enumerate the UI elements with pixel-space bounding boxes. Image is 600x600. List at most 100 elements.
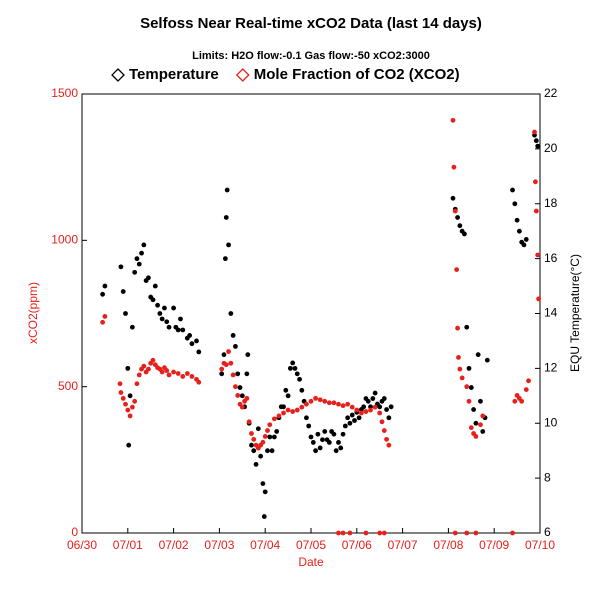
data-point <box>340 403 346 409</box>
data-point <box>322 398 328 404</box>
data-point <box>223 215 229 220</box>
data-point <box>239 393 245 399</box>
data-point <box>297 376 302 382</box>
data-point <box>134 381 140 387</box>
x-tick-label: 07/07 <box>388 538 418 552</box>
data-point <box>187 333 193 338</box>
data-point <box>450 195 456 201</box>
data-point <box>226 349 231 354</box>
data-point <box>368 404 373 410</box>
data-point <box>484 357 490 363</box>
data-point <box>166 372 172 378</box>
data-point <box>480 429 486 434</box>
data-point <box>235 393 241 398</box>
data-point <box>159 369 165 375</box>
data-point <box>230 372 236 378</box>
data-point <box>320 437 325 443</box>
y-tick-label: 0 <box>71 525 78 539</box>
data-point <box>356 415 362 421</box>
data-point <box>164 319 170 325</box>
data-point <box>347 530 353 536</box>
data-point <box>246 419 252 425</box>
data-point <box>523 237 529 242</box>
data-point <box>134 256 140 262</box>
data-point <box>340 530 346 536</box>
data-point <box>388 404 394 410</box>
y2-tick-label: 22 <box>544 86 558 100</box>
data-point <box>162 305 167 311</box>
data-point <box>265 448 270 454</box>
data-point <box>299 404 305 410</box>
data-point <box>219 366 225 372</box>
data-point <box>317 397 323 403</box>
data-point <box>478 422 483 428</box>
data-point <box>471 407 476 412</box>
data-point <box>384 436 389 442</box>
data-point <box>306 423 312 429</box>
y-tick-label: 1000 <box>51 233 78 247</box>
data-point <box>125 365 131 371</box>
data-point <box>249 442 254 448</box>
data-point <box>361 404 367 410</box>
data-point <box>267 434 273 440</box>
data-point <box>136 261 142 267</box>
data-point <box>261 514 267 519</box>
data-point <box>457 366 463 372</box>
data-point <box>239 404 245 410</box>
data-point <box>317 445 323 451</box>
data-point <box>512 398 518 404</box>
data-point <box>127 413 133 419</box>
x-tick-label: 07/01 <box>113 538 143 552</box>
data-point <box>365 398 371 404</box>
data-point <box>184 371 190 376</box>
x-tick-label: 07/03 <box>204 538 234 552</box>
data-point <box>308 398 314 404</box>
data-point <box>251 436 257 442</box>
legend-label: Mole Fraction of CO2 (XCO2) <box>254 66 460 83</box>
data-point <box>100 291 106 297</box>
data-point <box>338 445 344 451</box>
data-point <box>473 434 479 439</box>
data-point <box>118 264 124 270</box>
legend-marker <box>235 68 250 82</box>
data-point <box>164 368 170 373</box>
x-tick-label: 07/08 <box>433 538 463 552</box>
data-point <box>269 448 275 454</box>
data-point <box>454 267 460 272</box>
data-point <box>219 371 225 377</box>
data-point <box>123 311 128 316</box>
data-point <box>271 434 277 440</box>
y2-tick-label: 18 <box>544 196 558 210</box>
x-tick-label: 07/04 <box>250 538 280 552</box>
data-point <box>336 401 341 407</box>
x-tick-label: 07/10 <box>525 538 555 552</box>
data-point <box>386 415 392 421</box>
data-point <box>510 187 515 193</box>
data-point <box>466 398 472 404</box>
data-point <box>313 448 318 454</box>
data-point <box>262 434 268 439</box>
data-point <box>304 401 309 407</box>
data-point <box>224 187 230 193</box>
data-point <box>221 352 227 358</box>
data-point <box>178 316 183 322</box>
x-tick-label: 06/30 <box>67 538 97 552</box>
data-point <box>514 217 520 223</box>
data-point <box>381 428 387 433</box>
data-point <box>349 412 355 418</box>
data-point <box>368 407 373 413</box>
data-point <box>180 374 186 379</box>
data-point <box>358 410 364 416</box>
legend-label: Temperature <box>129 66 219 83</box>
legend-marker <box>111 68 125 82</box>
data-point <box>244 371 250 377</box>
data-point <box>533 208 539 214</box>
data-point <box>381 396 387 401</box>
data-point <box>322 429 328 434</box>
data-point <box>155 302 160 308</box>
y2-tick-label: 16 <box>544 251 558 265</box>
data-point <box>457 223 463 229</box>
x-tick-label: 07/09 <box>479 538 509 552</box>
data-point <box>475 352 481 358</box>
data-point <box>478 398 483 404</box>
